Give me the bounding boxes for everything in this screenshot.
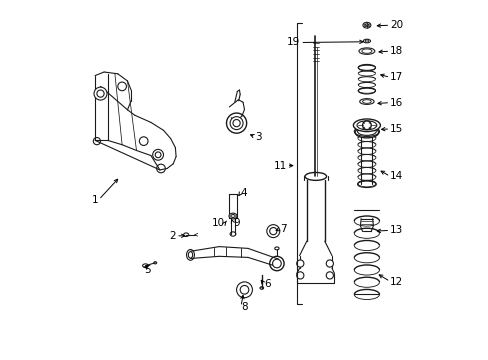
Text: 1: 1 [92,195,99,205]
Text: 9: 9 [232,218,239,228]
Ellipse shape [363,39,370,43]
Ellipse shape [188,252,192,258]
Circle shape [118,82,126,91]
Text: 8: 8 [241,302,247,312]
Text: 5: 5 [143,265,150,275]
Circle shape [230,117,243,130]
Circle shape [94,87,107,100]
Circle shape [325,272,333,279]
Ellipse shape [362,100,370,103]
Text: 6: 6 [264,279,270,289]
Ellipse shape [359,99,373,104]
Ellipse shape [362,22,370,28]
Ellipse shape [364,24,368,27]
Circle shape [269,228,276,235]
Text: 16: 16 [389,98,403,108]
Text: 12: 12 [389,276,403,287]
Circle shape [272,259,281,268]
Ellipse shape [358,48,374,54]
Text: 7: 7 [280,224,286,234]
Ellipse shape [365,40,368,42]
Text: 3: 3 [255,132,262,142]
Text: 18: 18 [389,46,403,56]
Text: 14: 14 [389,171,403,181]
Circle shape [155,152,161,158]
Circle shape [296,260,303,267]
Ellipse shape [356,121,376,130]
Text: 13: 13 [389,225,403,235]
Text: 10: 10 [211,218,224,228]
Text: 11: 11 [273,161,286,171]
Circle shape [362,121,370,130]
Circle shape [139,137,148,145]
Text: 2: 2 [169,231,176,241]
Text: 4: 4 [241,188,247,198]
Ellipse shape [228,213,237,219]
Circle shape [97,90,104,97]
Ellipse shape [361,49,371,53]
Text: 17: 17 [389,72,403,82]
Ellipse shape [230,215,235,217]
Text: 20: 20 [389,20,403,30]
Circle shape [240,285,248,294]
Text: 15: 15 [389,124,403,134]
Circle shape [296,272,303,279]
Ellipse shape [354,127,378,138]
Ellipse shape [353,119,380,132]
Circle shape [152,149,163,160]
Circle shape [325,260,333,267]
Text: 19: 19 [286,37,300,48]
